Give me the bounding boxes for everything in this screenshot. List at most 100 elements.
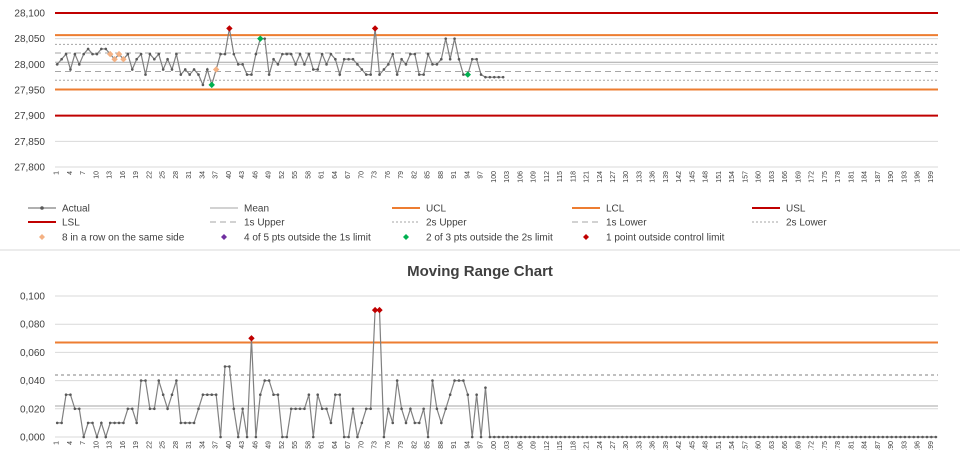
chart1-point — [303, 407, 306, 411]
chart0-point — [170, 68, 174, 71]
chart0-point — [307, 52, 311, 56]
chart1-point — [603, 435, 606, 439]
chart1-point — [718, 435, 721, 439]
chart0-x-tick-label: 67 — [345, 171, 352, 179]
chart1-point — [590, 435, 593, 439]
chart1-point — [501, 435, 505, 439]
chart1-point — [311, 435, 315, 439]
chart0-x-tick-label: 157 — [742, 171, 749, 183]
chart1-point — [585, 435, 589, 439]
chart0-y-tick-label: 27,850 — [14, 137, 45, 148]
chart0-point — [497, 75, 501, 79]
chart1-x-tick-label: 145 — [689, 441, 696, 450]
chart0-x-tick-label: 28 — [173, 171, 180, 179]
chart1-point — [616, 435, 620, 439]
chart0-point — [157, 52, 161, 56]
chart1-x-tick-label: 49 — [266, 441, 273, 449]
chart1-x-tick-label: 31 — [186, 441, 193, 449]
chart1-point — [351, 407, 355, 411]
chart1-point — [572, 435, 576, 439]
chart1-x-tick-label: 58 — [305, 441, 312, 449]
chart1-point — [117, 421, 121, 425]
chart1-point — [263, 379, 267, 382]
chart0-x-tick-label: 133 — [636, 171, 643, 183]
chart0-x-tick-label: 154 — [729, 171, 736, 183]
chart1-x-tick-label: 112 — [544, 441, 551, 450]
chart0-point — [148, 52, 152, 56]
chart1-point — [395, 379, 399, 382]
chart0-rule-8-in-row-marker — [106, 50, 114, 58]
chart1-point — [82, 435, 85, 439]
chart1-point — [457, 379, 461, 382]
chart1-point — [356, 435, 359, 439]
chart1-x-tick-label: 148 — [703, 441, 710, 450]
chart0-point — [232, 52, 236, 56]
chart1-point — [766, 435, 770, 439]
chart1-x-tick-label: 139 — [663, 441, 670, 450]
chart0-point — [426, 52, 430, 56]
chart1-point — [484, 386, 487, 389]
reference-lines-layer — [55, 12, 938, 407]
chart1-x-tick-label: 118 — [570, 441, 577, 450]
chart1-point — [391, 421, 395, 425]
chart1-point — [523, 435, 527, 439]
chart0-x-tick-label: 142 — [676, 171, 683, 183]
chart0-y-tick-label: 28,050 — [14, 34, 45, 45]
chart0-point — [387, 63, 390, 66]
chart0-x-tick-label: 13 — [107, 171, 114, 179]
chart1-point — [515, 435, 518, 439]
chart1-x-tick-label: 157 — [742, 441, 749, 450]
chart0-x-tick-label: 64 — [332, 171, 339, 179]
chart1-point — [921, 435, 924, 439]
chart1-point — [934, 435, 938, 439]
chart0-x-tick-label: 166 — [782, 171, 789, 183]
chart0-point — [161, 68, 165, 71]
chart1-point — [100, 421, 103, 425]
chart0-x-tick-label: 4 — [67, 171, 74, 175]
chart1-point — [704, 435, 708, 439]
chart1-point — [400, 407, 403, 411]
chart1-point — [885, 435, 889, 439]
chart1-point — [188, 421, 191, 425]
chart0-point — [139, 52, 143, 56]
chart1-x-tick-label: 136 — [650, 441, 657, 450]
chart1-x-tick-label: 1 — [54, 441, 61, 445]
chart1-point — [347, 435, 350, 439]
chart0-x-tick-label: 130 — [623, 171, 630, 183]
chart0-x-tick-label: 106 — [517, 171, 524, 183]
chart1-point — [183, 421, 187, 425]
chart0-point — [316, 68, 319, 71]
chart1-point — [899, 435, 902, 439]
chart0-point — [206, 68, 209, 71]
chart1-point — [417, 421, 421, 425]
chart1-point — [245, 435, 249, 439]
chart0-point — [64, 52, 68, 56]
chart0-x-tick-label: 10 — [93, 171, 100, 179]
chart1-point — [576, 435, 580, 439]
chart0-point — [444, 37, 448, 40]
chart1-point — [925, 435, 929, 439]
chart0-x-tick-label: 136 — [650, 171, 657, 183]
chart1-point — [325, 407, 328, 411]
chart1-x-tick-label: 133 — [636, 441, 643, 450]
chart1-x-tick-label: 172 — [809, 441, 816, 450]
chart1-x-tick-label: 199 — [928, 441, 935, 450]
chart0-point — [241, 63, 244, 66]
chart0-point — [395, 73, 399, 76]
chart0-point — [417, 73, 421, 76]
legend-swatch-rule-4-of-5 — [221, 234, 227, 240]
chart1-point — [775, 435, 779, 439]
chart1-x-tick-label: 106 — [517, 441, 524, 450]
chart1-point — [161, 393, 165, 397]
chart1-point — [696, 435, 699, 439]
chart0-x-tick-label: 175 — [822, 171, 829, 183]
chart1-x-tick-label: 127 — [610, 441, 617, 450]
chart0-x-tick-label: 61 — [319, 171, 326, 179]
chart0-x-tick-label: 127 — [610, 171, 617, 183]
chart1-point — [868, 435, 871, 439]
chart1-point — [364, 407, 368, 411]
chart1-point — [104, 435, 108, 439]
chart1-x-tick-label: 43 — [239, 441, 246, 449]
chart0-point — [488, 75, 492, 79]
chart1-rule-outside-marker — [371, 306, 379, 314]
